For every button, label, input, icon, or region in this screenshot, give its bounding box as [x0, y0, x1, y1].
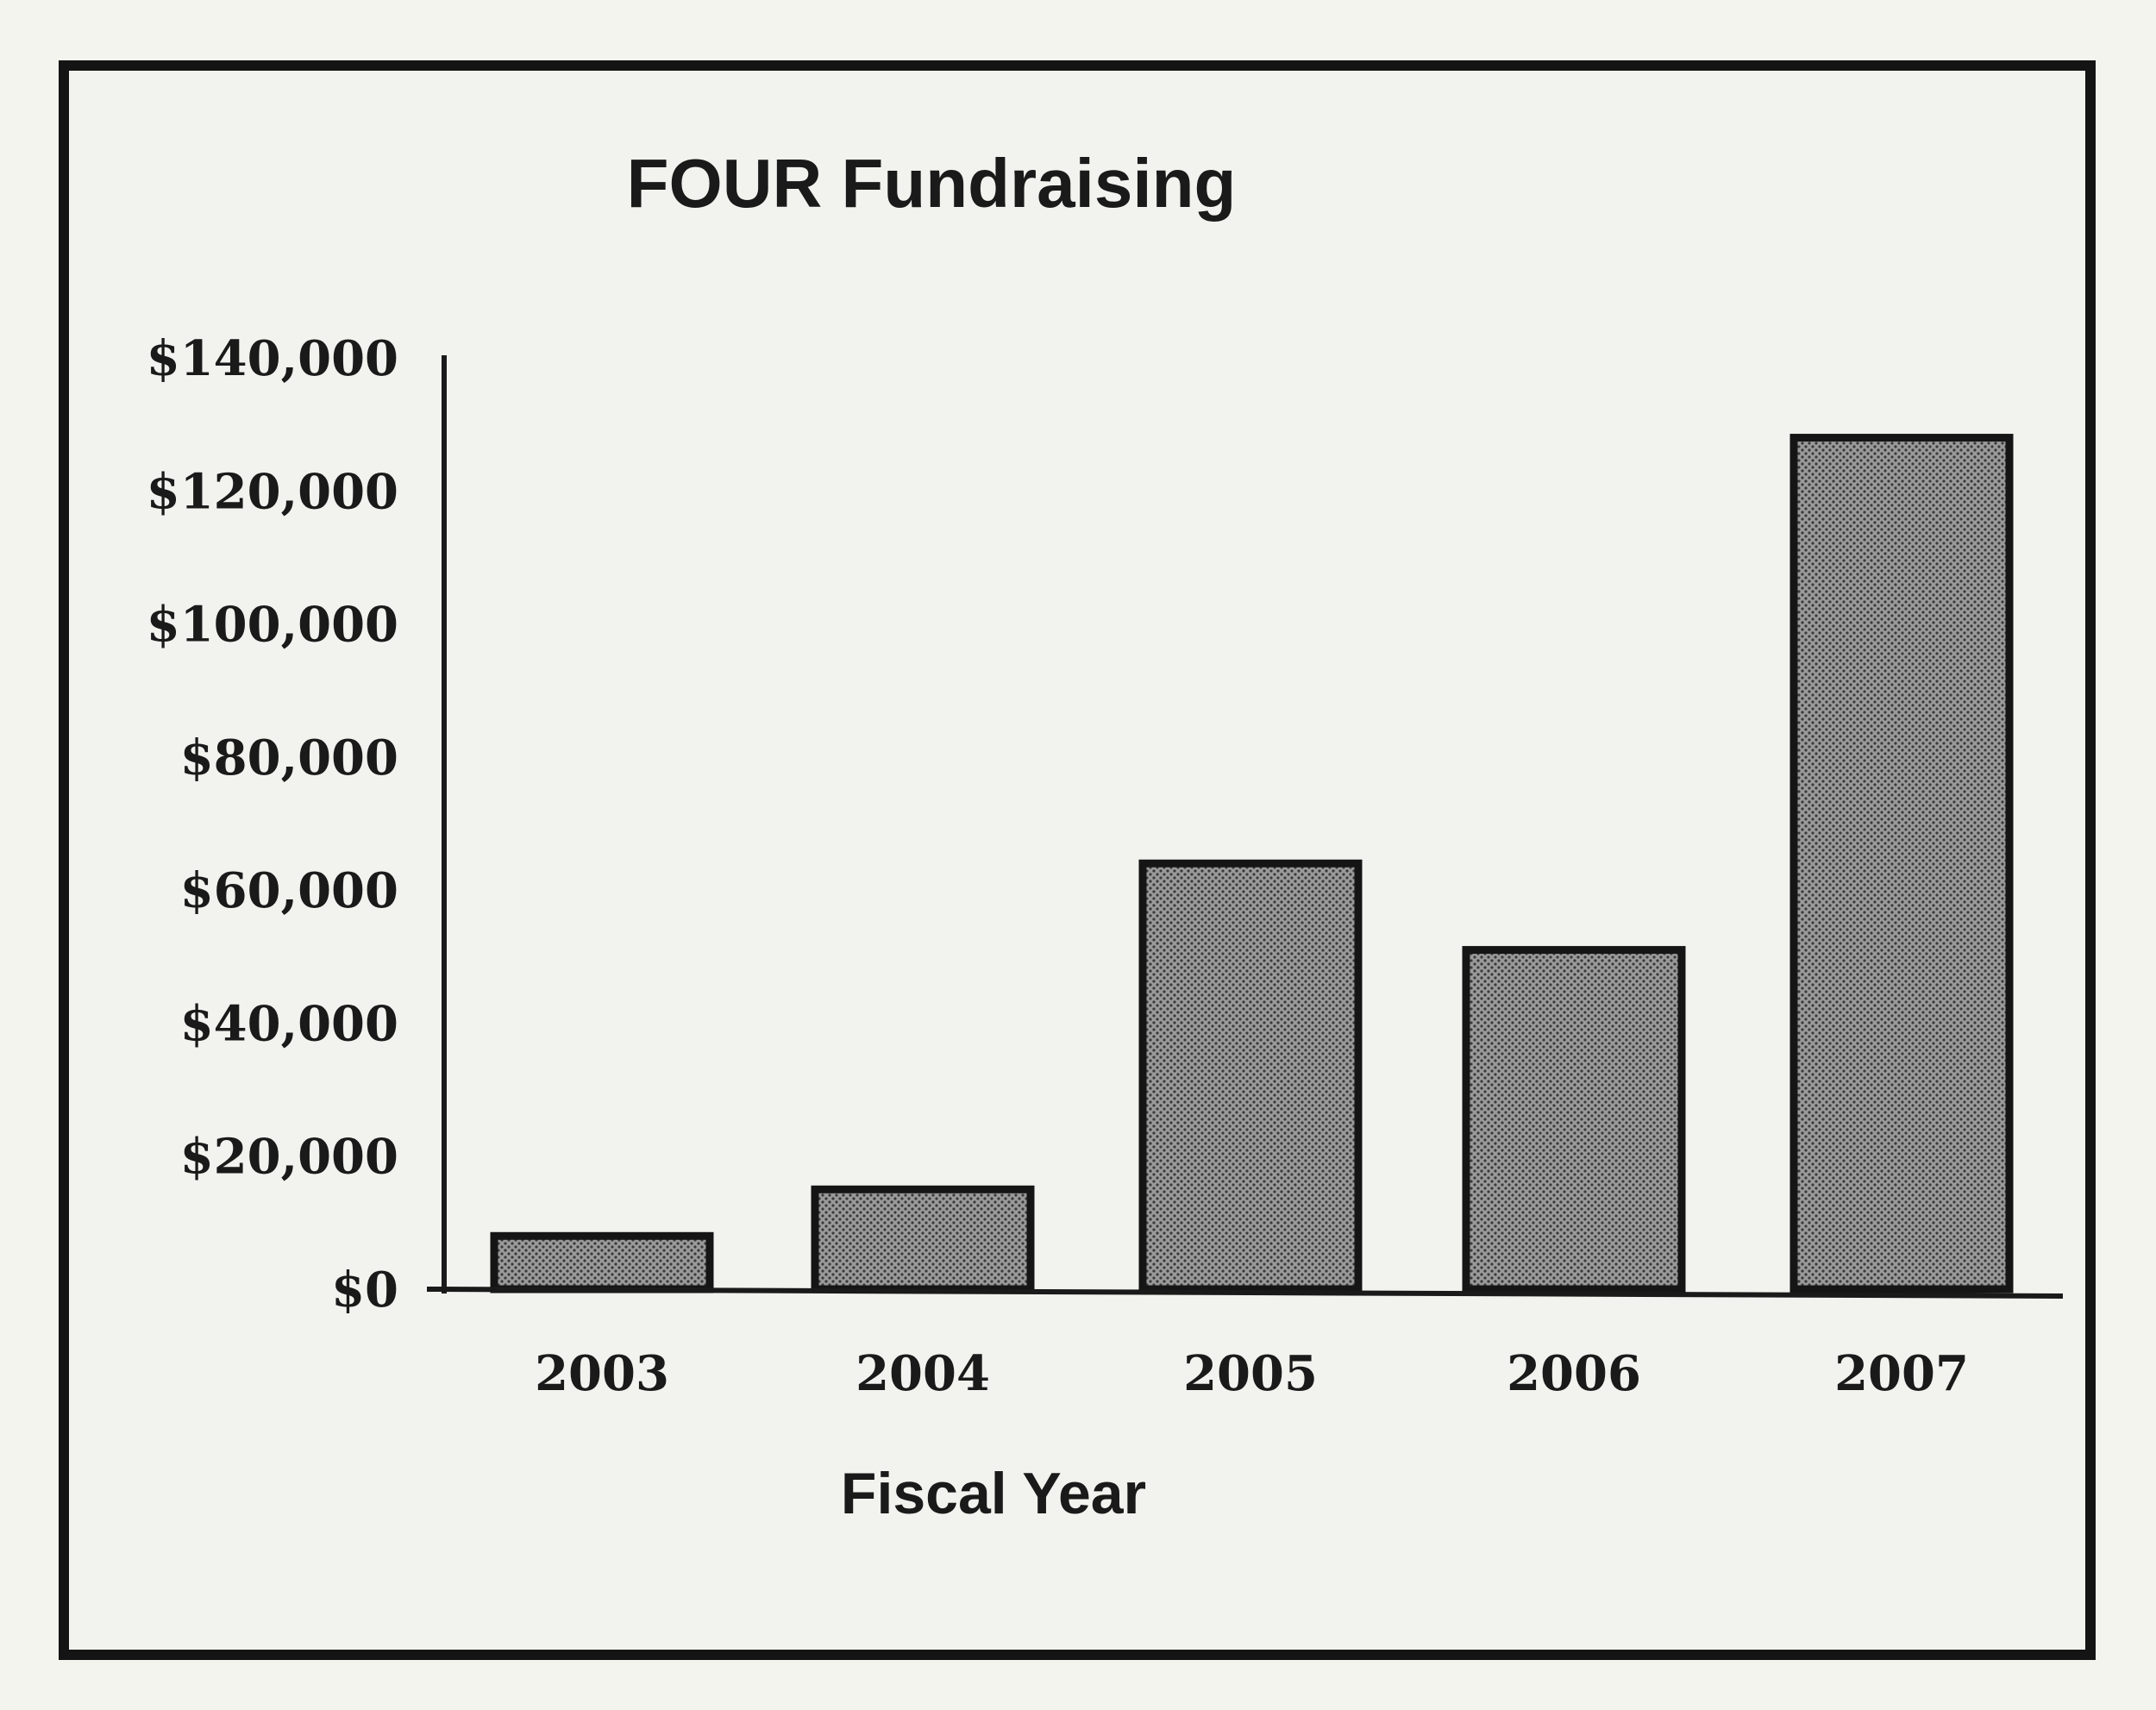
- y-tick-label-140000: $140,000: [147, 330, 398, 387]
- x-axis-title: Fiscal Year: [841, 1461, 1146, 1526]
- chart-frame: [59, 60, 2096, 1660]
- bars-group: [490, 434, 2014, 1293]
- y-tick-label-120000: $120,000: [147, 463, 398, 520]
- y-tick-labels: $0 $20,000 $40,000 $60,000 $80,000 $100,000 $1…: [147, 330, 398, 1319]
- x-tick-label-2003: 2003: [535, 1345, 669, 1402]
- y-tick-label-60000: $60,000: [180, 862, 398, 919]
- x-tick-label-2005: 2005: [1183, 1345, 1318, 1402]
- bar-2003: [490, 1231, 714, 1293]
- y-tick-label-80000: $80,000: [180, 730, 398, 786]
- y-tick-label-20000: $20,000: [180, 1129, 398, 1186]
- y-tick-label-40000: $40,000: [180, 995, 398, 1052]
- x-tick-label-2007: 2007: [1834, 1345, 1969, 1402]
- bar-2005: [1138, 859, 1363, 1293]
- y-tick-label-0: $0: [331, 1262, 398, 1319]
- y-tick-label-100000: $100,000: [147, 597, 398, 654]
- x-axis-line: [426, 1287, 2064, 1299]
- chart-title: FOUR Fundraising: [627, 145, 1237, 222]
- bar-2007: [1789, 434, 2014, 1293]
- bar-2004: [811, 1185, 1035, 1293]
- x-tick-label-2006: 2006: [1507, 1345, 1641, 1402]
- bar-2006: [1462, 946, 1686, 1293]
- x-tick-labels: 2003 2004 2005 2006 2007: [535, 1345, 1969, 1402]
- x-tick-label-2004: 2004: [856, 1345, 990, 1402]
